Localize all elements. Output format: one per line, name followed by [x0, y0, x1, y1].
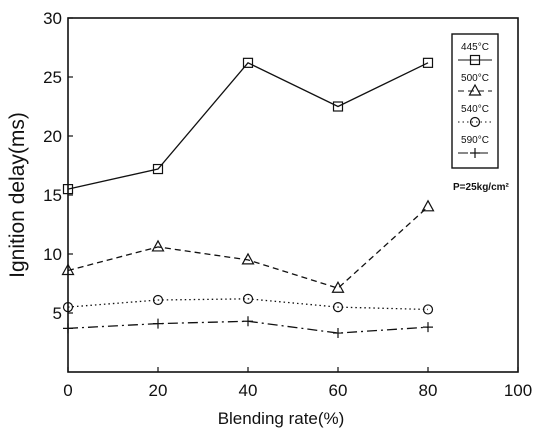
data-point: [332, 302, 344, 313]
x-tick-label: 20: [149, 381, 168, 400]
plot-frame: [67, 17, 519, 373]
x-tick-label: 80: [419, 381, 438, 400]
data-point: [332, 101, 344, 112]
pressure-annotation: P=25kg/cm²: [453, 182, 510, 193]
x-axis-label: Blending rate(%): [218, 409, 345, 428]
series-2: [62, 293, 434, 315]
data-point: [331, 280, 345, 293]
data-point: [151, 239, 165, 252]
series-0: [62, 57, 434, 195]
data-point: [153, 318, 163, 329]
data-point: [422, 57, 434, 68]
data-point: [62, 302, 74, 313]
legend-entry-label: 540°C: [461, 104, 489, 115]
x-tick-label: 40: [239, 381, 258, 400]
data-point: [63, 323, 73, 334]
data-point: [152, 294, 164, 306]
y-tick-label: 30: [43, 9, 62, 28]
legend-box: [451, 33, 499, 169]
x-tick-label: 0: [63, 381, 72, 400]
series-line: [67, 206, 429, 289]
data-point: [421, 199, 435, 212]
legend-marker: [469, 54, 481, 66]
legend-entry-label: 500°C: [461, 73, 489, 84]
y-tick-label: 15: [43, 186, 62, 205]
series-3: [63, 316, 433, 339]
y-tick-label: 20: [43, 127, 62, 146]
x-tick-label: 100: [504, 381, 532, 400]
x-tick-label: 60: [329, 381, 348, 400]
data-point: [61, 263, 75, 276]
data-point: [423, 322, 433, 333]
legend-marker: [470, 148, 480, 158]
data-point: [422, 304, 434, 315]
series-line: [67, 62, 429, 190]
legend-entry-label: 445°C: [461, 42, 489, 53]
data-point: [243, 316, 253, 327]
data-point: [242, 57, 254, 68]
y-tick-label: 25: [43, 68, 62, 87]
series-line: [67, 298, 429, 311]
legend-marker: [469, 116, 481, 128]
data-point: [152, 163, 164, 175]
series-1: [61, 199, 435, 293]
legend-entry-label: 590°C: [461, 135, 489, 146]
data-point: [242, 293, 254, 304]
y-tick-label: 10: [43, 245, 62, 264]
data-point: [62, 184, 74, 195]
data-point: [333, 328, 343, 339]
y-axis-label: Ignition delay(ms): [6, 112, 29, 278]
legend-marker: [468, 83, 482, 96]
data-point: [241, 252, 255, 265]
y-tick-label: 5: [53, 304, 62, 323]
